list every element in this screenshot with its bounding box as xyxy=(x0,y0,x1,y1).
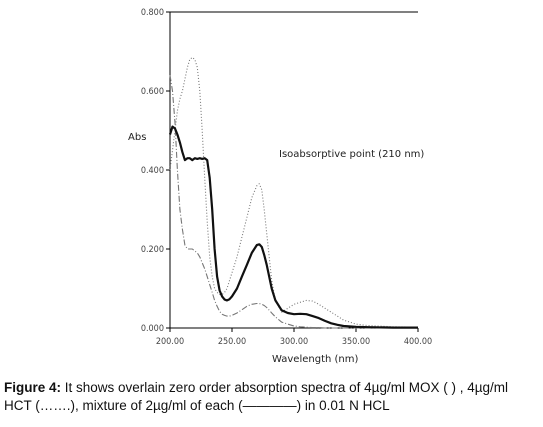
x-tick-label: 200.00 xyxy=(156,337,184,347)
series-mox-line xyxy=(169,75,418,329)
axis-ticks: 0.000 0.200 0.400 0.600 0.800 200.00 250.00 300… xyxy=(141,8,432,347)
isoabsorptive-annotation: Isoabsorptive point (210 nm) xyxy=(279,149,424,160)
x-tick-label: 400.00 xyxy=(404,337,432,347)
plot-frame xyxy=(169,11,418,329)
y-tick-label: 0.000 xyxy=(141,324,164,334)
absorption-spectra-chart: 0.000 0.200 0.400 0.600 0.800 200.00 250.00 300… xyxy=(128,8,432,365)
y-tick-label: 0.400 xyxy=(141,166,164,176)
x-tick-label: 300.00 xyxy=(280,337,308,347)
caption-label: Figure 4: xyxy=(4,380,62,395)
figure-caption: Figure 4: It shows overlain zero order a… xyxy=(4,379,539,415)
series-hct-line xyxy=(169,56,419,328)
x-tick-label: 350.00 xyxy=(342,337,370,347)
y-axis-title: Abs xyxy=(128,132,146,143)
x-axis-title: Wavelength (nm) xyxy=(272,354,358,365)
x-tick-label: 250.00 xyxy=(218,337,246,347)
caption-text: It shows overlain zero order absorption … xyxy=(4,380,508,413)
y-tick-label: 0.600 xyxy=(141,87,164,97)
y-tick-label: 0.800 xyxy=(141,8,164,18)
series-mixture-line xyxy=(168,125,418,329)
series-layer xyxy=(168,56,419,329)
y-tick-label: 0.200 xyxy=(141,245,164,255)
